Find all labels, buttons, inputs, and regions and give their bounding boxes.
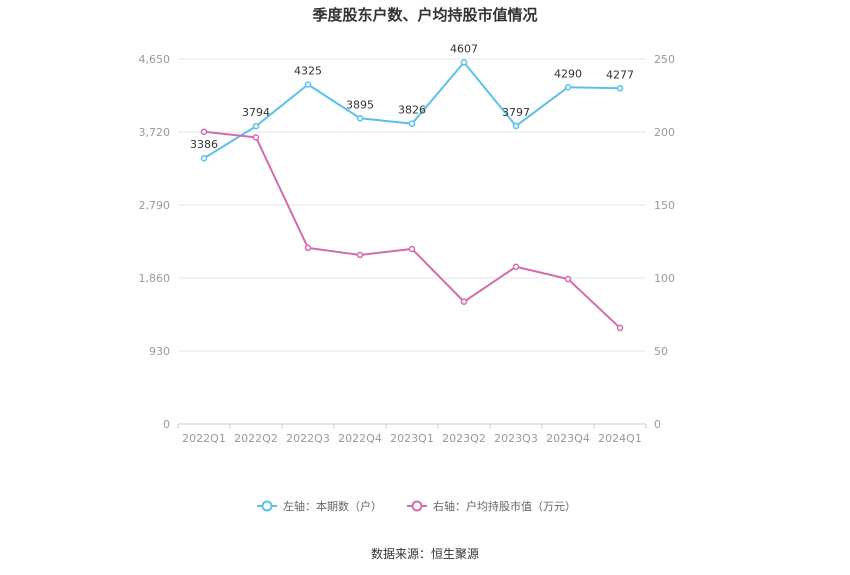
data-label: 3797	[502, 106, 530, 119]
left-tick-label: 0	[163, 418, 170, 431]
left-tick-label: 1,860	[139, 272, 171, 285]
avg-holding-value-point[interactable]	[460, 298, 468, 305]
x-tick-label: 2022Q4	[338, 432, 382, 445]
source-note: 数据来源：恒生聚源	[371, 546, 479, 561]
right-tick-label: 250	[654, 53, 675, 66]
legend-item[interactable]: 左轴：本期数（户）	[257, 499, 382, 513]
left-y-axis: 0 930 1,860 2,790 3,720 4,650	[139, 53, 171, 431]
legend-item[interactable]: 右轴：户均持股市值（万元）	[407, 499, 576, 513]
data-label: 3826	[398, 104, 426, 117]
x-tick-label: 2023Q4	[546, 432, 590, 445]
shareholder-count-point[interactable]	[564, 84, 572, 91]
avg-holding-value-point[interactable]	[512, 263, 520, 271]
right-tick-label: 0	[654, 418, 661, 431]
shareholder-count-point[interactable]	[252, 122, 260, 130]
x-tick-label: 2024Q1	[598, 432, 642, 445]
legend[interactable]: 左轴：本期数（户） 右轴：户均持股市值（万元）	[257, 499, 576, 513]
data-label: 4277	[606, 68, 634, 81]
shareholder-count-point[interactable]	[408, 120, 416, 127]
shareholder-count-point[interactable]	[616, 85, 624, 92]
avg-holding-value-point[interactable]	[616, 324, 624, 332]
x-tick-label: 2023Q1	[390, 432, 434, 445]
avg-holding-value-point[interactable]	[304, 244, 312, 252]
data-label: 3895	[346, 98, 374, 111]
x-tick-label: 2023Q3	[494, 432, 538, 445]
shareholder-count-point[interactable]	[512, 122, 520, 130]
shareholder-count-point[interactable]	[304, 81, 312, 88]
right-tick-label: 200	[654, 126, 675, 139]
right-tick-label: 100	[654, 272, 675, 285]
data-label: 4290	[554, 67, 582, 80]
chart-title: 季度股东户数、户均持股市值情况	[312, 6, 537, 24]
avg-holding-value-point[interactable]	[408, 245, 416, 253]
shareholder-count-point[interactable]	[460, 59, 468, 66]
data-label: 4325	[294, 65, 322, 78]
legend-label: 左轴：本期数（户）	[283, 499, 382, 513]
data-label: 4607	[450, 42, 478, 55]
left-tick-label: 4,650	[139, 53, 171, 66]
left-tick-label: 930	[149, 345, 170, 358]
right-tick-label: 150	[654, 199, 675, 212]
avg-holding-value-point[interactable]	[200, 128, 208, 135]
x-tick-label: 2022Q3	[286, 432, 330, 445]
x-tick-label: 2022Q1	[182, 432, 226, 445]
x-tick-label: 2023Q2	[442, 432, 486, 445]
series-layer: 3386 3794 4325 3895 3826 4607 3797 4290 4277	[190, 42, 634, 332]
avg-holding-value-line	[203, 130, 621, 329]
avg-holding-value-point[interactable]	[564, 275, 572, 283]
x-axis: 2022Q1 2022Q2 2022Q3 2022Q4 2023Q1 2023Q2 2023…	[177, 423, 647, 445]
legend-marker	[411, 500, 423, 512]
right-y-axis: 0 50 100 150 200 250	[654, 53, 675, 431]
shareholder-count-point[interactable]	[356, 115, 364, 122]
legend-label: 右轴：户均持股市值（万元）	[433, 499, 576, 513]
avg-holding-value-point[interactable]	[252, 134, 260, 141]
left-tick-label: 3,720	[139, 126, 171, 139]
shareholder-count-point[interactable]	[200, 154, 208, 162]
left-tick-label: 2,790	[139, 199, 171, 212]
data-label: 3794	[242, 106, 270, 119]
legend-marker	[261, 500, 273, 512]
avg-holding-value-point[interactable]	[356, 251, 364, 259]
data-label: 3386	[190, 138, 218, 151]
x-tick-label: 2022Q2	[234, 432, 278, 445]
right-tick-label: 50	[654, 345, 668, 358]
